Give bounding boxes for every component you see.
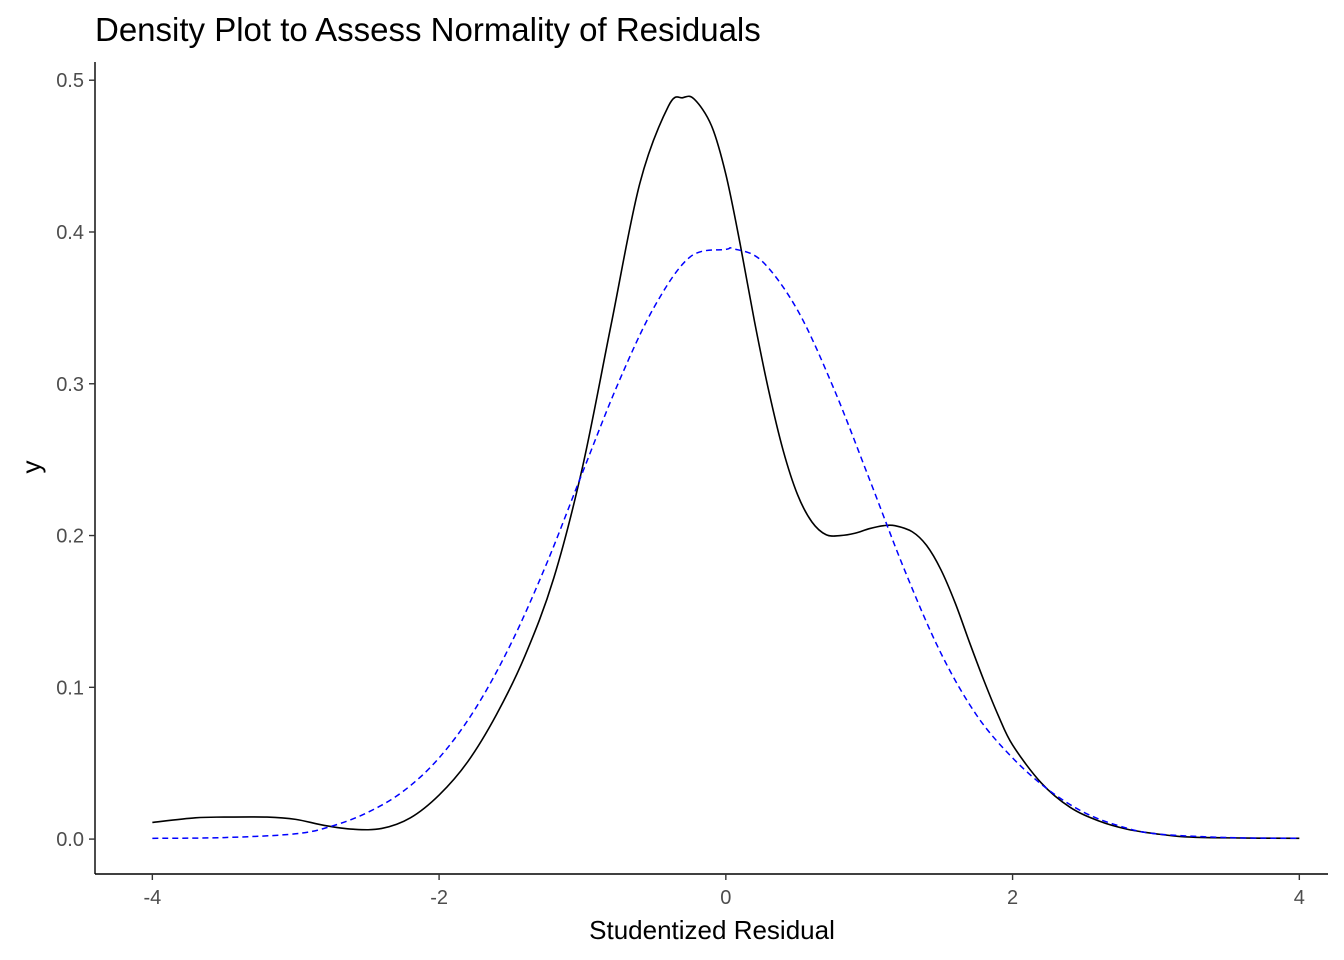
y-tick-label: 0.3 (56, 374, 84, 396)
chart-title: Density Plot to Assess Normality of Resi… (95, 11, 761, 48)
x-axis-title: Studentized Residual (589, 915, 835, 945)
x-tick-label: 2 (1007, 887, 1018, 909)
y-axis-ticks: 0.0 0.1 0.2 0.3 0.4 0.5 (56, 70, 95, 851)
y-tick-label: 0.5 (56, 70, 84, 92)
y-axis-title: y (16, 461, 46, 474)
x-tick-label: 0 (720, 887, 731, 909)
y-tick-label: 0.1 (56, 677, 84, 699)
y-tick-label: 0.2 (56, 526, 84, 548)
x-tick-label: 4 (1294, 887, 1305, 909)
y-tick-label: 0.0 (56, 829, 84, 851)
plot-area: 0.0 0.1 0.2 0.3 0.4 0.5 -4 -2 0 2 4 (56, 62, 1328, 909)
x-tick-label: -2 (430, 887, 448, 909)
x-tick-label: -4 (143, 887, 161, 909)
series-layer (152, 95, 1300, 840)
residual-density-line (152, 95, 1300, 840)
y-tick-label: 0.4 (56, 222, 84, 244)
normal-density-line (152, 246, 1300, 840)
x-axis-ticks: -4 -2 0 2 4 (143, 874, 1305, 909)
